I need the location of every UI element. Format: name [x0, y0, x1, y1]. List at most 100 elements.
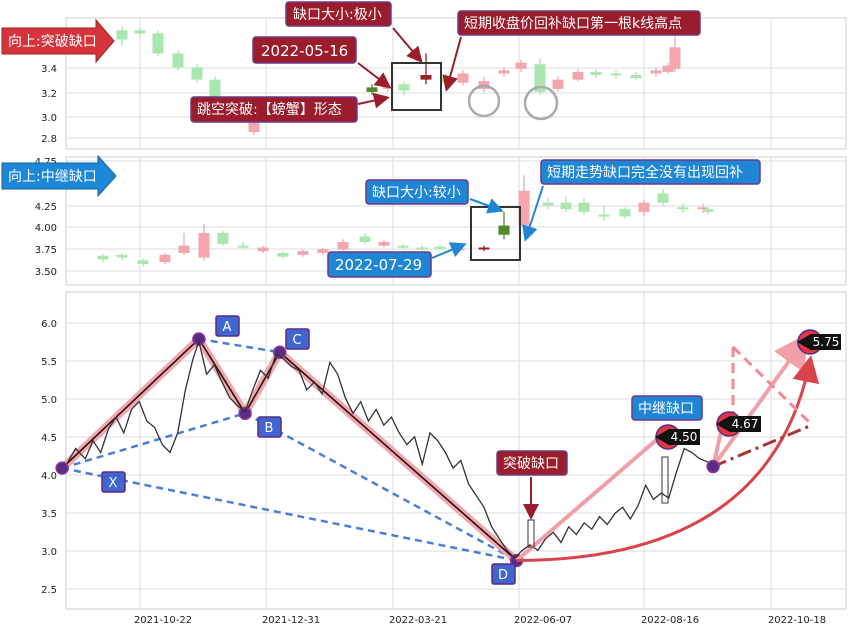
top-date-text: 2022-05-16 [261, 42, 348, 60]
point-b-label: B [265, 421, 274, 436]
point-b: B [257, 416, 282, 438]
candle-body [610, 73, 622, 76]
top-fill-circle [523, 85, 559, 121]
mid-fill-note-arrow [522, 185, 544, 242]
projection-dashdot [712, 423, 813, 468]
candle-body [398, 84, 410, 91]
top-panel-frame [65, 17, 847, 150]
candle-body [137, 260, 149, 264]
relay-gap-callout: 中继缺口 [631, 395, 703, 421]
mid-ytick: 4.25 [35, 202, 57, 213]
candle-body [619, 209, 631, 217]
pattern-leg [61, 338, 200, 469]
bottom-y-axis: 2.5 3.0 3.5 4.0 4.5 5.0 5.5 6.0 [41, 319, 57, 596]
pattern-point-dot [238, 406, 252, 421]
pattern-dashed-line [61, 412, 246, 470]
point-d-label: D [498, 568, 508, 583]
pattern-leg [279, 351, 518, 562]
projection-line-3 [711, 332, 810, 468]
point-x-label: X [109, 476, 118, 491]
candle-body [116, 254, 128, 258]
top-pattern-text: 跳空突破:【螃蟹】形态 [197, 101, 342, 118]
point-c: C [285, 328, 310, 350]
pattern-point-labels: X A B C D [101, 315, 516, 585]
candle-body [317, 249, 329, 253]
mid-gap-size-text: 缺口大小:较小 [372, 185, 461, 201]
mid-ytick: 3.50 [35, 267, 57, 278]
mid-gap-box [470, 206, 521, 261]
bottom-ytick: 4.0 [41, 471, 57, 482]
harmonic-pattern [55, 332, 524, 568]
bottom-ytick: 3.0 [41, 547, 57, 558]
candle-body [191, 67, 203, 80]
xtick: 2022-06-07 [514, 615, 572, 626]
candle-body [498, 70, 510, 74]
candle-body [134, 30, 146, 34]
top-pattern-arrow [357, 92, 390, 109]
bottom-ytick: 3.5 [41, 509, 57, 520]
candle-body [198, 232, 210, 258]
top-date-arrow [357, 62, 392, 89]
grid-lines [66, 18, 846, 609]
point-a-label: A [223, 320, 232, 335]
candle-body [366, 87, 378, 92]
pattern-dashed-line [244, 412, 518, 562]
candle-body [572, 71, 584, 80]
mid-candles [97, 175, 714, 267]
mid-ytick: 4.00 [35, 223, 57, 234]
candle-body [420, 75, 432, 80]
candle-body [669, 47, 681, 69]
top-fill-note-callout: 短期收盘价回补缺口第一根k线高点 [442, 10, 701, 92]
candle-body [237, 245, 249, 248]
candle-body [378, 242, 390, 246]
top-panel-label: 向上:突破缺口 [1, 18, 115, 64]
candle-body [257, 247, 269, 252]
bottom-ytick: 2.5 [41, 585, 57, 596]
candle-body [630, 75, 642, 79]
top-pattern-callout: 跳空突破:【螃蟹】形态 [190, 92, 390, 123]
projection-curve [516, 355, 820, 562]
top-y-axis: 2.8 3.0 3.2 3.4 [41, 64, 57, 145]
mid-date-arrow [431, 242, 467, 259]
top-gap-size-arrow [392, 27, 423, 64]
top-date-callout: 2022-05-16 [252, 36, 392, 89]
top-fill-note-text: 短期收盘价回补缺口第一根k线高点 [464, 15, 682, 32]
value-flag-3-text: 5.75 [813, 335, 840, 349]
projection-triangle [731, 345, 814, 427]
candle-body [677, 207, 689, 210]
candle-body [217, 232, 229, 244]
price-series-line [67, 338, 714, 560]
bottom-ytick: 5.0 [41, 395, 57, 406]
mid-date-text: 2022-07-29 [335, 256, 422, 274]
value-flag-2-text: 4.67 [732, 417, 759, 431]
candle-body [657, 193, 669, 203]
candle-body [416, 247, 428, 250]
pattern-dashed-line [61, 466, 517, 562]
candle-body [159, 254, 171, 263]
bottom-ytick: 4.5 [41, 433, 57, 444]
candle-body [560, 202, 572, 210]
candle-body [277, 253, 289, 257]
candle-body [534, 64, 546, 92]
x-axis: 2021-10-22 2021-12-31 2022-03-21 2022-06… [134, 615, 826, 626]
candle-body [702, 209, 714, 212]
projection-lines [515, 332, 820, 562]
bottom-ytick: 5.5 [41, 357, 57, 368]
break-gap-callout: 突破缺口 [496, 450, 568, 520]
candle-body [116, 30, 128, 40]
candle-body [552, 79, 564, 89]
candle-body [542, 202, 554, 206]
top-ytick: 2.8 [41, 134, 57, 145]
top-fill-note-arrow [442, 36, 462, 92]
mid-gap-size-arrow [469, 198, 504, 214]
top-gap-size-text: 缺口大小:极小 [293, 7, 382, 23]
xtick: 2022-10-18 [768, 615, 826, 626]
top-ytick: 3.4 [41, 64, 57, 75]
xtick: 2021-12-31 [262, 615, 320, 626]
candle-body [248, 115, 260, 133]
bottom-panel-frame [65, 291, 847, 610]
candle-body [697, 207, 709, 210]
relay-gap-text: 中继缺口 [638, 401, 694, 417]
mid-gap-size-callout: 缺口大小:较小 [365, 179, 504, 214]
